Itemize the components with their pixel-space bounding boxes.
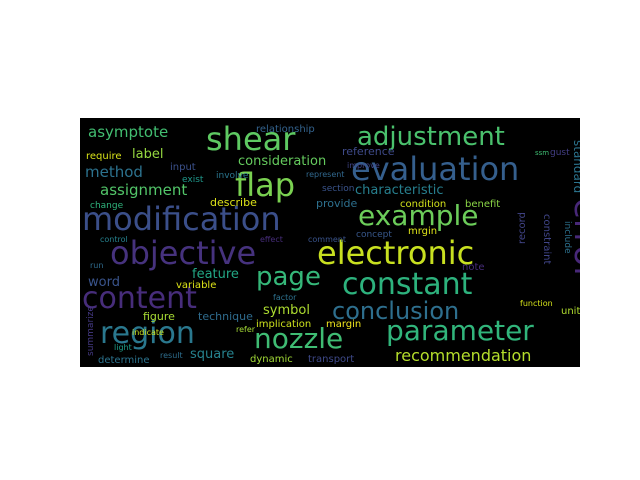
word-note: note [462, 262, 485, 273]
word-feature: feature [192, 267, 239, 282]
word-characteristic: characteristic [355, 183, 444, 198]
word-shear: shear [206, 120, 296, 158]
word-involve: involve [216, 171, 249, 181]
word-condition: condition [400, 199, 446, 210]
word-light: light [114, 343, 132, 352]
word-example: example [358, 199, 479, 232]
word-constraint: constraint [541, 214, 552, 264]
word-function: function [520, 299, 553, 308]
word-word: word [88, 275, 120, 290]
word-method: method [85, 163, 143, 181]
word-mrgin: mrgin [408, 226, 437, 237]
word-summarize: summarize [86, 306, 96, 356]
word-error: error [566, 198, 580, 280]
word-region: region [100, 316, 195, 351]
word-consideration: consideration [238, 154, 326, 169]
word-square: square [190, 347, 234, 362]
word-unit: unit [561, 306, 580, 317]
word-electronic: electronic [317, 234, 474, 272]
word-require: require [86, 151, 122, 162]
word-relationship: relationship [256, 124, 315, 135]
word-refer: refer [236, 325, 256, 334]
word-nozzle: nozzle [254, 322, 343, 355]
word-record: record [517, 212, 528, 244]
word-symbol: symbol [263, 303, 310, 318]
word-determine: determine [98, 355, 150, 366]
word-standard: standard [571, 140, 580, 193]
word-effect: effect [260, 235, 283, 244]
word-input: input [170, 162, 196, 173]
word-change: change [90, 201, 124, 211]
word-ssm: ssm [535, 149, 549, 157]
word-reference: reference [342, 145, 395, 158]
word-conclusion: conclusion [332, 297, 459, 325]
word-figure: figure [143, 310, 175, 323]
word-include: include [562, 221, 572, 254]
word-result: result [160, 351, 183, 360]
word-asymptote: asymptote [88, 123, 168, 141]
word-factor: factor [273, 293, 297, 302]
word-concept: concept [356, 230, 392, 240]
word-constant: constant [342, 267, 473, 302]
word-run: run [90, 261, 103, 270]
word-label: label [132, 147, 163, 162]
word-exist: exist [182, 175, 204, 185]
word-represent: represent [306, 170, 344, 179]
word-dynamic: dynamic [250, 354, 293, 365]
word-control: control [100, 235, 128, 244]
word-parameter: parameter [386, 314, 534, 347]
word-section: section [322, 184, 354, 194]
word-recommendation: recommendation [395, 346, 531, 365]
word-assignment: assignment [100, 181, 187, 199]
word-cloud-canvas: modification objective electronic shear … [82, 120, 580, 366]
word-adjustment: adjustment [357, 122, 505, 152]
word-benefit: benefit [465, 199, 500, 210]
word-objective: objective [110, 234, 256, 272]
word-page: page [256, 262, 321, 292]
word-flap: flap [235, 166, 295, 204]
word-implication: implication [256, 319, 311, 330]
word-improve: improve [347, 161, 380, 170]
word-gust: gust [550, 148, 570, 158]
word-modification: modification [82, 200, 281, 238]
word-describe: describe [210, 196, 257, 209]
word-provide: provide [316, 197, 358, 210]
word-indicate: indicate [132, 328, 164, 337]
word-comment: comment [308, 235, 346, 244]
word-variable: variable [176, 280, 216, 291]
word-cloud: modification objective electronic shear … [80, 118, 580, 367]
word-content: content [82, 281, 197, 316]
word-evaluation: evaluation [351, 150, 519, 188]
word-margin: margin [326, 319, 361, 330]
word-technique: technique [198, 310, 253, 323]
word-transport: transport [308, 354, 354, 365]
